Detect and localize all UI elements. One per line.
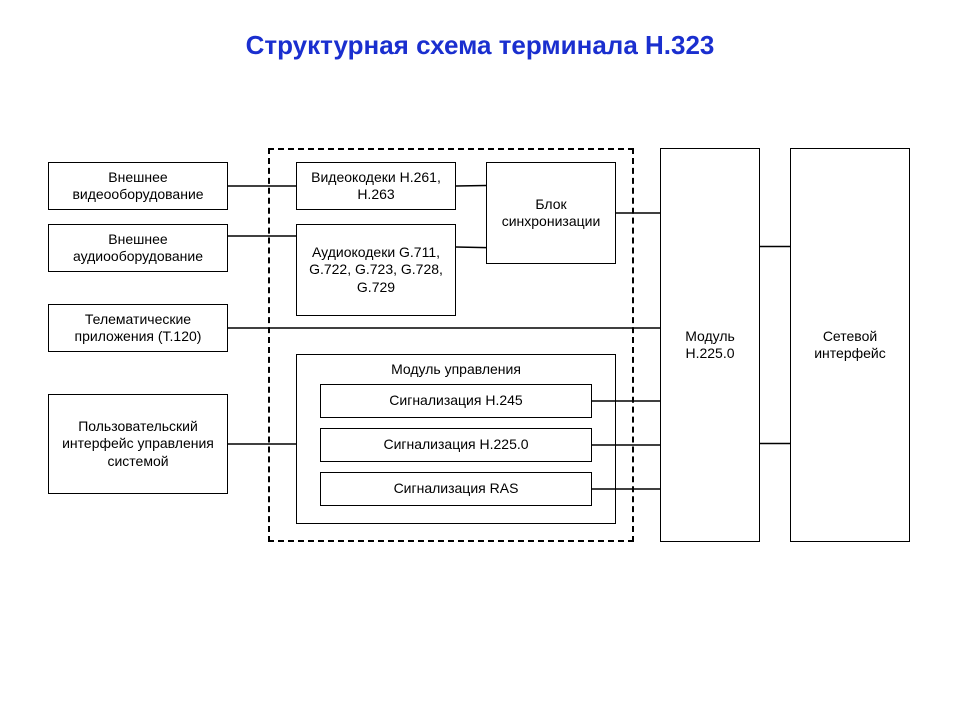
label: Сигнализация Н.225.0 xyxy=(383,436,528,454)
label: Внешнее видеооборудование xyxy=(53,169,223,204)
box-ext-audio: Внешнее аудиооборудование xyxy=(48,224,228,272)
box-net-if: Сетевой интерфейс xyxy=(790,148,910,542)
box-audio-codec: Аудиокодеки G.711, G.722, G.723, G.728, … xyxy=(296,224,456,316)
label: Блок синхронизации xyxy=(491,196,611,231)
label: Сигнализация Н.245 xyxy=(389,392,522,410)
label: Сигнализация RAS xyxy=(394,480,519,498)
box-video-codec: Видеокодеки Н.261, Н.263 xyxy=(296,162,456,210)
box-h225-module: Модуль Н.225.0 xyxy=(660,148,760,542)
box-telematic: Телематические приложения (Т.120) xyxy=(48,304,228,352)
box-sync-block: Блок синхронизации xyxy=(486,162,616,264)
box-sig-h2250: Сигнализация Н.225.0 xyxy=(320,428,592,462)
box-ext-video: Внешнее видеооборудование xyxy=(48,162,228,210)
label: Модуль Н.225.0 xyxy=(665,328,755,363)
label: Внешнее аудиооборудование xyxy=(53,231,223,266)
box-sig-ras: Сигнализация RAS xyxy=(320,472,592,506)
box-sig-h245: Сигнализация Н.245 xyxy=(320,384,592,418)
diagram-title: Структурная схема терминала Н.323 xyxy=(0,30,960,61)
label: Пользовательский интерфейс управления си… xyxy=(53,418,223,471)
box-user-if: Пользовательский интерфейс управления си… xyxy=(48,394,228,494)
label: Аудиокодеки G.711, G.722, G.723, G.728, … xyxy=(301,244,451,297)
label: Сетевой интерфейс xyxy=(795,328,905,363)
control-module-title: Модуль управления xyxy=(297,355,615,377)
label: Телематические приложения (Т.120) xyxy=(53,311,223,346)
label: Видеокодеки Н.261, Н.263 xyxy=(301,169,451,204)
